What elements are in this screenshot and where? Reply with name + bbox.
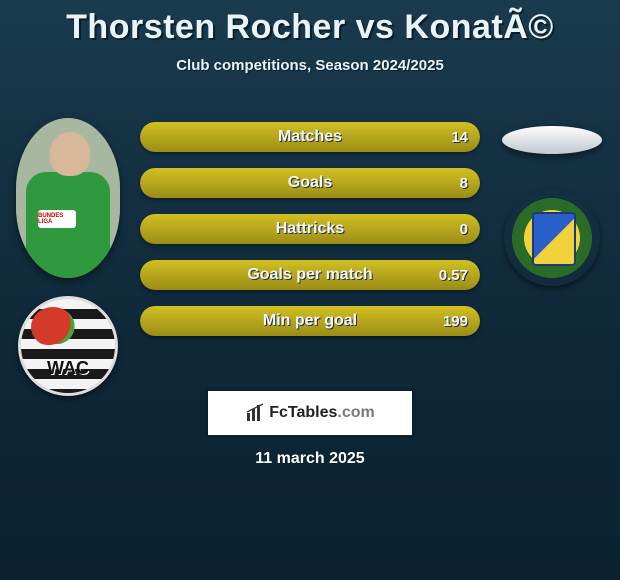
stat-pill: Min per goal 199 xyxy=(140,306,480,336)
brand-name: FcTables xyxy=(269,404,337,421)
stat-label: Matches xyxy=(140,122,480,152)
stat-label: Min per goal xyxy=(140,306,480,336)
stat-label: Goals xyxy=(140,168,480,198)
page-subtitle: Club competitions, Season 2024/2025 xyxy=(0,57,620,74)
fctables-text: FcTables.com xyxy=(269,404,375,422)
stat-pill: Goals 8 xyxy=(140,168,480,198)
stat-right-value: 0 xyxy=(460,214,468,244)
stat-right-value: 8 xyxy=(460,168,468,198)
stat-label: Goals per match xyxy=(140,260,480,290)
comparison-card: Thorsten Rocher vs KonatÃ© Club competit… xyxy=(0,0,620,580)
page-title: Thorsten Rocher vs KonatÃ© xyxy=(0,8,620,47)
stat-right-value: 14 xyxy=(451,122,468,152)
brand-suffix: .com xyxy=(337,404,374,421)
stat-right-value: 0.57 xyxy=(439,260,468,290)
stat-pill: Matches 14 xyxy=(140,122,480,152)
stat-row-hattricks: Hattricks 0 xyxy=(0,214,620,260)
stat-row-min-per-goal: Min per goal 199 xyxy=(0,306,620,352)
stat-row-matches: Matches 14 xyxy=(0,122,620,168)
stat-pill: Goals per match 0.57 xyxy=(140,260,480,290)
stat-row-goals-per-match: Goals per match 0.57 xyxy=(0,260,620,306)
fctables-link[interactable]: FcTables.com xyxy=(205,388,415,438)
stat-right-value: 199 xyxy=(443,306,468,336)
stat-pill: Hattricks 0 xyxy=(140,214,480,244)
stats-block: Matches 14 Goals 8 Hattricks 0 Goals per… xyxy=(0,122,620,352)
stat-row-goals: Goals 8 xyxy=(0,168,620,214)
bars-icon xyxy=(245,403,265,423)
stat-label: Hattricks xyxy=(140,214,480,244)
comparison-date: 11 march 2025 xyxy=(0,450,620,468)
